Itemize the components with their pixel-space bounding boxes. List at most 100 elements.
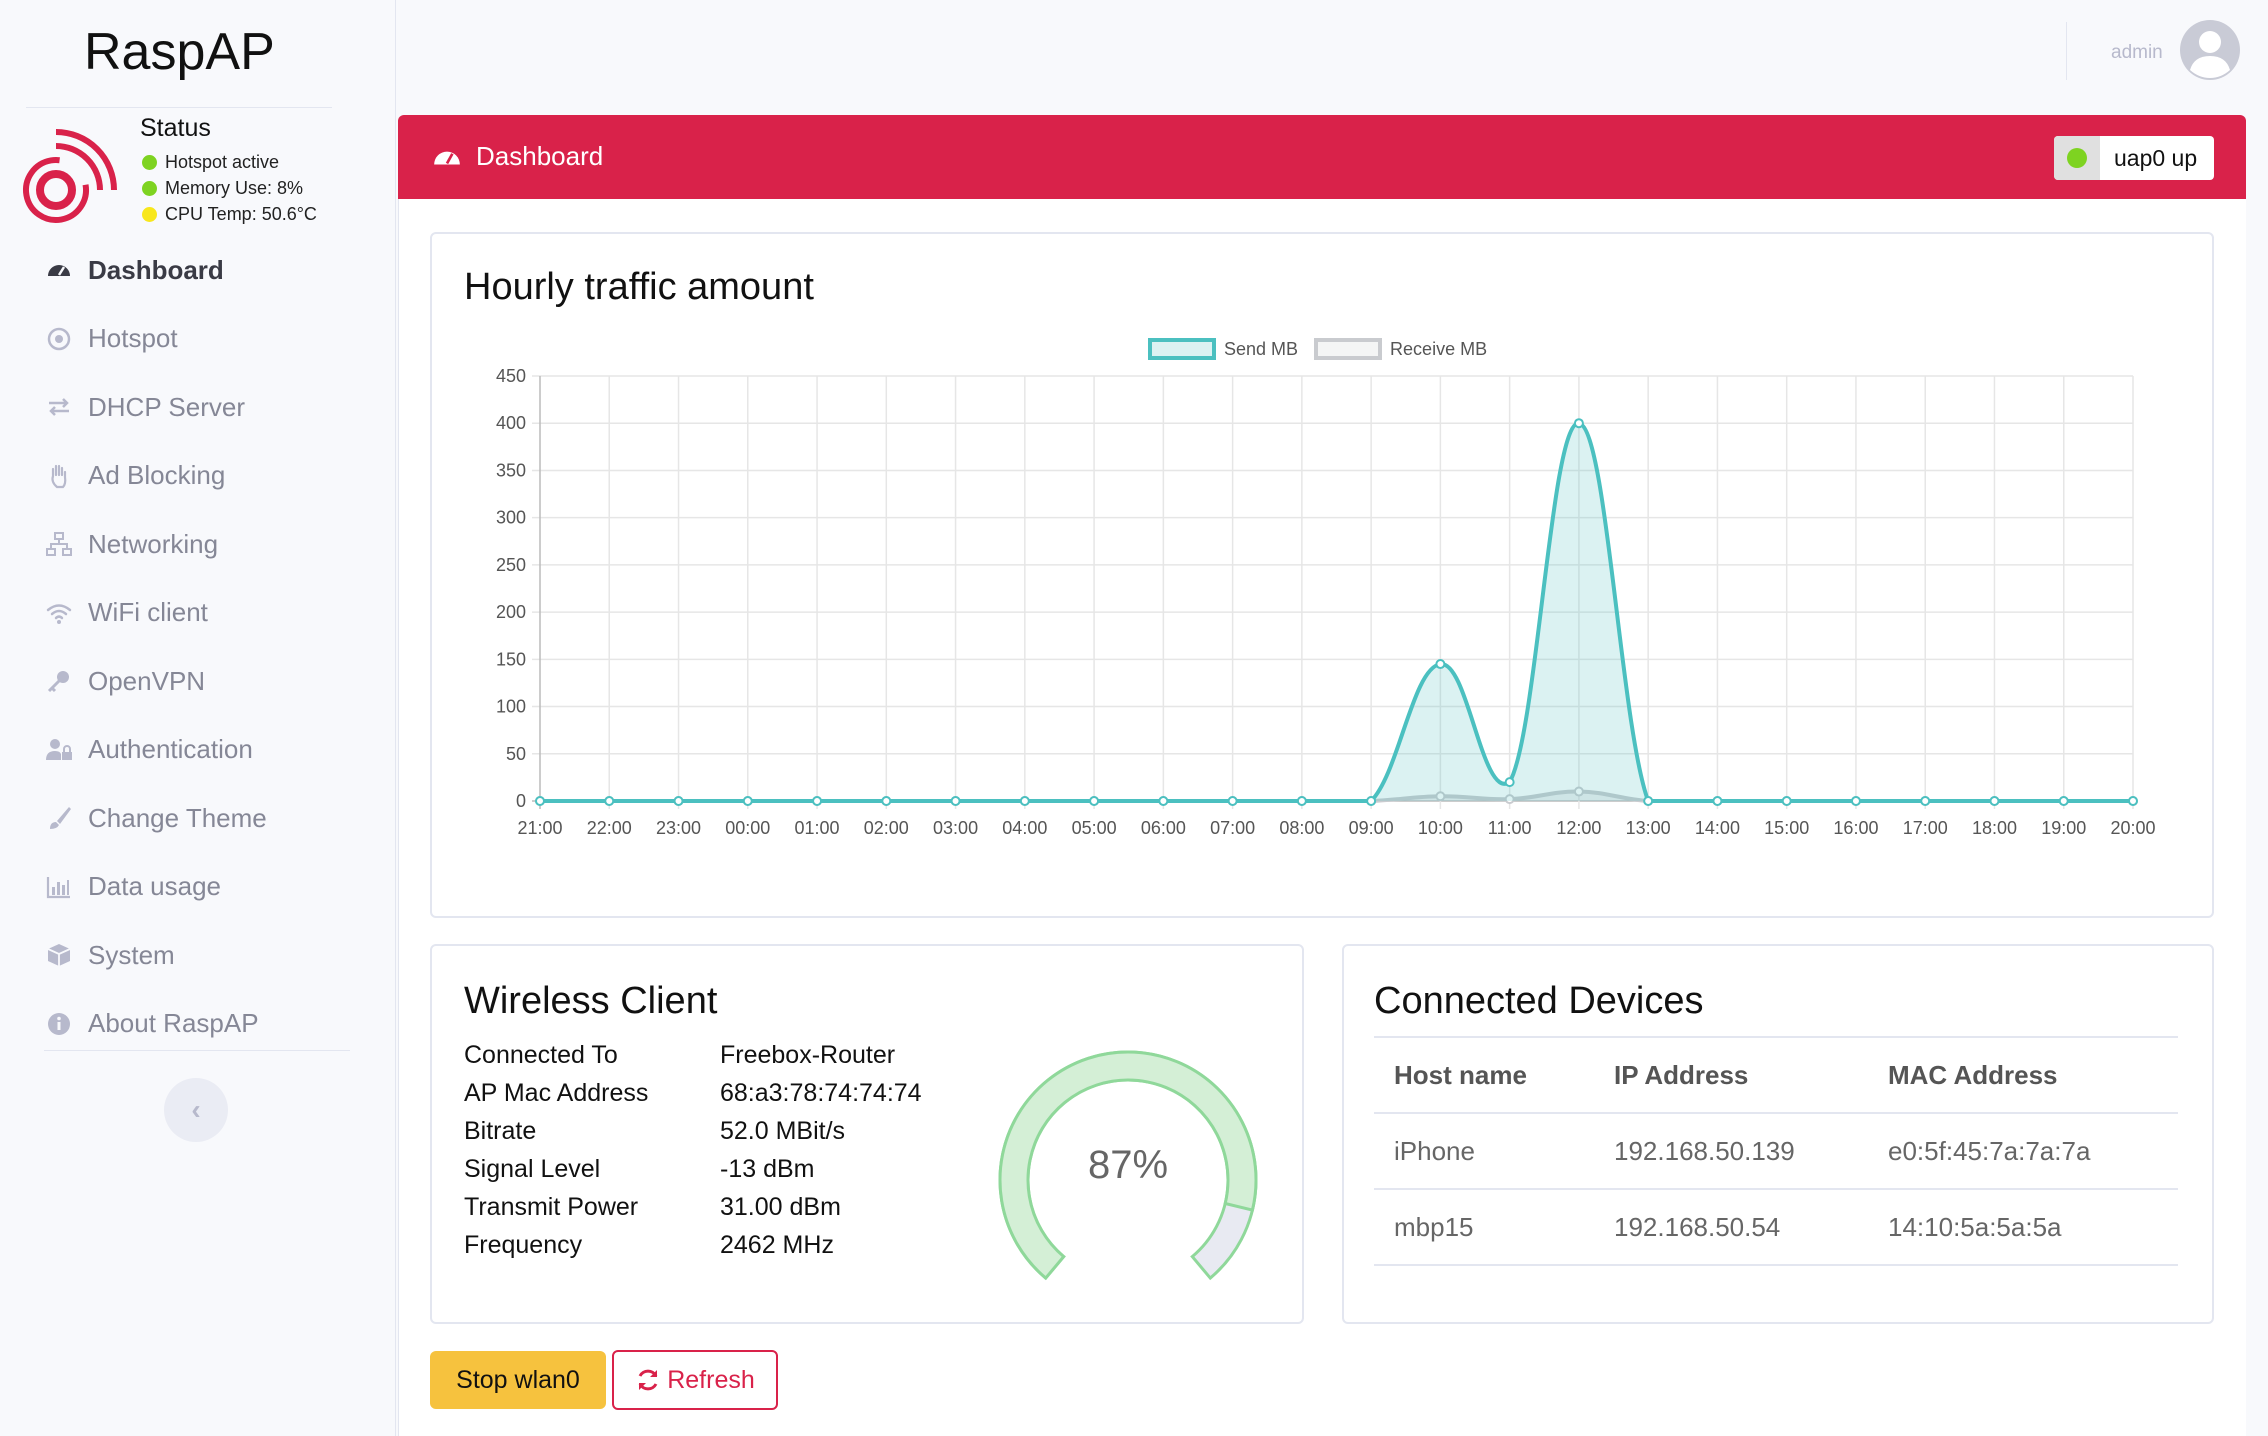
sidebar-item-data-usage[interactable]: Data usage bbox=[0, 853, 396, 922]
raspap-logo-icon bbox=[23, 129, 117, 223]
tachometer-icon bbox=[434, 151, 460, 165]
data-point bbox=[1158, 796, 1169, 806]
x-tick-label: 22:00 bbox=[587, 818, 632, 838]
x-tick-label: 03:00 bbox=[933, 818, 978, 838]
data-point bbox=[1643, 796, 1654, 806]
wifi-icon bbox=[44, 598, 74, 628]
data-point bbox=[1089, 796, 1100, 806]
sidebar-item-authentication[interactable]: Authentication bbox=[0, 716, 396, 785]
cell-host: iPhone bbox=[1374, 1113, 1594, 1190]
wc-value-signal-level: -13 dBm bbox=[720, 1155, 815, 1183]
stop-wlan0-button[interactable]: Stop wlan0 bbox=[430, 1351, 606, 1409]
data-point bbox=[1712, 796, 1723, 806]
data-point bbox=[1435, 791, 1446, 802]
y-tick-label: 400 bbox=[496, 413, 526, 433]
x-tick-label: 02:00 bbox=[864, 818, 909, 838]
wc-label-transmit-power: Transmit Power bbox=[464, 1193, 639, 1221]
chevron-left-icon: ‹ bbox=[191, 1094, 201, 1125]
wc-label-connected-to: Connected To bbox=[464, 1041, 618, 1069]
x-tick-label: 04:00 bbox=[1002, 818, 1047, 838]
topbar-divider bbox=[2066, 22, 2067, 80]
devices-table: Host name IP Address MAC Address iPhone … bbox=[1374, 1036, 2178, 1266]
info-circle-icon bbox=[44, 1009, 74, 1039]
status-title: Status bbox=[140, 114, 211, 142]
legend-swatch-receive[interactable] bbox=[1314, 338, 1383, 360]
status-cpu-temp: CPU Temp: 50.6°C bbox=[142, 204, 317, 225]
exchange-icon bbox=[44, 392, 74, 422]
x-tick-label: 10:00 bbox=[1418, 818, 1463, 838]
sidebar-divider bbox=[26, 107, 332, 108]
sidebar-item-dashboard[interactable]: Dashboard bbox=[0, 236, 396, 305]
sidebar-item-about[interactable]: About RaspAP bbox=[0, 990, 396, 1059]
wireless-client-title: Wireless Client bbox=[464, 980, 718, 1022]
data-point bbox=[1366, 796, 1377, 806]
x-tick-label: 05:00 bbox=[1072, 818, 1117, 838]
refresh-button[interactable]: Refresh bbox=[612, 1350, 778, 1410]
cell-mac: e0:5f:45:7a:7a:7a bbox=[1868, 1113, 2178, 1190]
sidebar-item-openvpn[interactable]: OpenVPN bbox=[0, 647, 396, 716]
data-point bbox=[1504, 794, 1515, 805]
x-tick-label: 07:00 bbox=[1210, 818, 1255, 838]
legend-label-send[interactable]: Send MB bbox=[1224, 338, 1299, 359]
brand-title[interactable]: RaspAP bbox=[84, 23, 275, 81]
data-point bbox=[881, 796, 892, 806]
data-point bbox=[1504, 777, 1515, 788]
signal-gauge: 87% bbox=[998, 1050, 1258, 1281]
x-tick-label: 01:00 bbox=[795, 818, 840, 838]
wc-value-frequency: 2462 MHz bbox=[720, 1231, 834, 1259]
x-tick-label: 15:00 bbox=[1764, 818, 1809, 838]
sidebar-item-dhcp-server[interactable]: DHCP Server bbox=[0, 373, 396, 442]
legend-swatch-send[interactable] bbox=[1148, 338, 1216, 360]
dot-circle-icon bbox=[44, 324, 74, 354]
x-tick-label: 23:00 bbox=[656, 818, 701, 838]
y-tick-label: 250 bbox=[496, 555, 526, 575]
user-lock-icon bbox=[44, 735, 74, 765]
cube-icon bbox=[44, 940, 74, 970]
status-dot-icon bbox=[142, 207, 157, 222]
sidebar-item-hotspot[interactable]: Hotspot bbox=[0, 305, 396, 374]
sidebar-divider bbox=[44, 1050, 350, 1051]
col-mac-address: MAC Address bbox=[1868, 1036, 2178, 1114]
traffic-chart-title: Hourly traffic amount bbox=[464, 266, 814, 308]
y-tick-label: 50 bbox=[506, 744, 526, 764]
x-tick-label: 09:00 bbox=[1349, 818, 1394, 838]
x-tick-label: 19:00 bbox=[2041, 818, 2086, 838]
sidebar-item-wifi-client[interactable]: WiFi client bbox=[0, 579, 396, 648]
x-tick-label: 08:00 bbox=[1279, 818, 1324, 838]
x-tick-label: 20:00 bbox=[2110, 818, 2155, 838]
series-line bbox=[540, 421, 2133, 803]
tachometer-icon bbox=[44, 255, 74, 285]
data-point bbox=[1573, 418, 1584, 429]
status-memory: Memory Use: 8% bbox=[142, 178, 303, 199]
x-tick-label: 16:00 bbox=[1833, 818, 1878, 838]
table-row: iPhone 192.168.50.139 e0:5f:45:7a:7a:7a bbox=[1374, 1113, 2178, 1190]
sidebar-item-networking[interactable]: Networking bbox=[0, 510, 396, 579]
y-tick-label: 450 bbox=[496, 366, 526, 386]
user-avatar-icon[interactable] bbox=[2178, 18, 2242, 82]
legend-label-receive[interactable]: Receive MB bbox=[1390, 338, 1488, 359]
sidebar-item-ad-blocking[interactable]: Ad Blocking bbox=[0, 442, 396, 511]
col-ip-address: IP Address bbox=[1594, 1036, 1868, 1114]
table-row: mbp15 192.168.50.54 14:10:5a:5a:5a bbox=[1374, 1189, 2178, 1266]
key-icon bbox=[44, 666, 74, 696]
data-point bbox=[1573, 786, 1584, 797]
x-tick-label: 18:00 bbox=[1972, 818, 2017, 838]
chart-legend: Send MB Receive MB bbox=[1148, 338, 1487, 360]
sidebar-toggle-button[interactable]: ‹ bbox=[164, 1078, 228, 1142]
x-tick-label: 12:00 bbox=[1556, 818, 1601, 838]
signal-percent-label: 87% bbox=[1088, 1143, 1168, 1187]
sync-icon bbox=[638, 1369, 658, 1391]
paint-brush-icon bbox=[44, 803, 74, 833]
data-point bbox=[1227, 796, 1238, 806]
data-point bbox=[535, 796, 545, 806]
status-hotspot: Hotspot active bbox=[142, 152, 279, 173]
data-point bbox=[1019, 796, 1030, 806]
sidebar-item-change-theme[interactable]: Change Theme bbox=[0, 784, 396, 853]
user-name[interactable]: admin bbox=[2111, 42, 2163, 63]
cell-mac: 14:10:5a:5a:5a bbox=[1868, 1189, 2178, 1266]
x-tick-label: 11:00 bbox=[1488, 818, 1532, 838]
data-point bbox=[1296, 796, 1307, 806]
wc-value-bitrate: 52.0 MBit/s bbox=[720, 1117, 846, 1145]
sidebar-nav: Dashboard Hotspot DHCP Server Ad Blockin… bbox=[0, 236, 396, 1058]
sidebar-item-system[interactable]: System bbox=[0, 921, 396, 990]
